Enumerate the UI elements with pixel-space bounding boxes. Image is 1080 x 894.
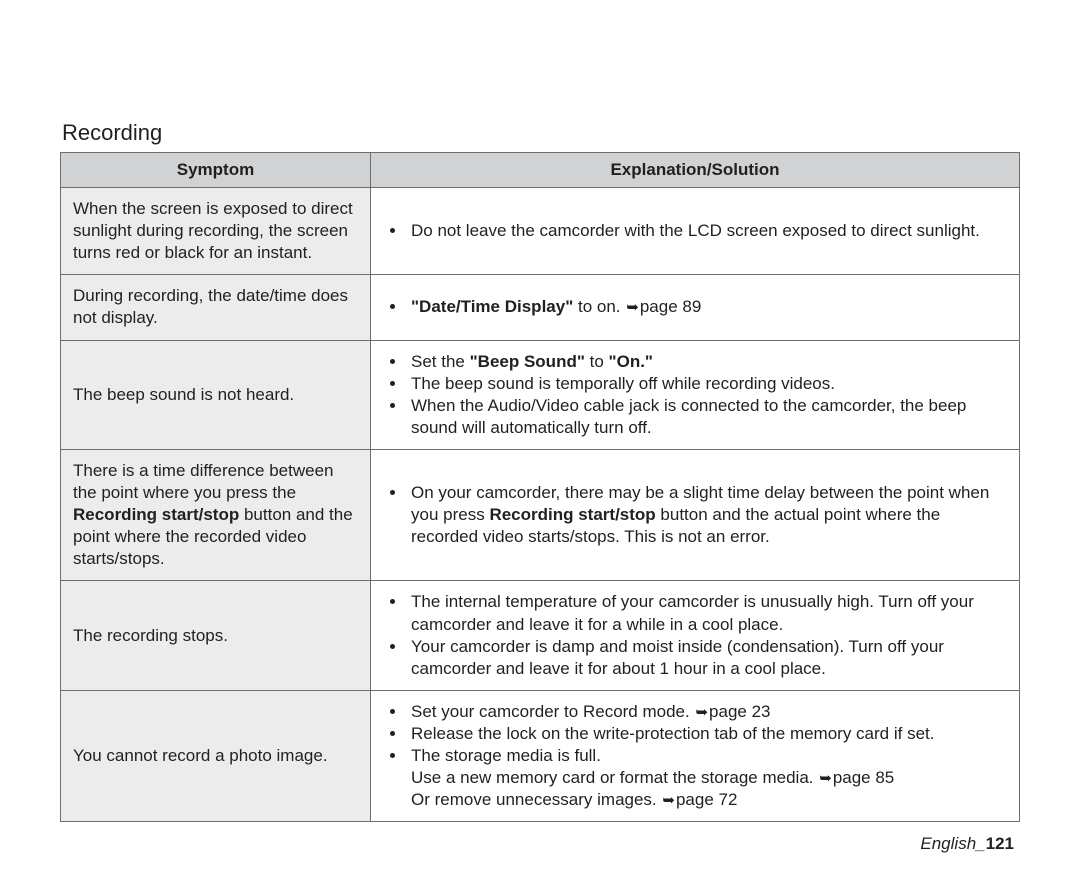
- table-row: You cannot record a photo image. Set your…: [61, 690, 1020, 821]
- solution-item: The storage media is full.Use a new memo…: [407, 745, 1005, 811]
- solution-item: On your camcorder, there may be a slight…: [407, 482, 1005, 548]
- solution-cell: The internal temperature of your camcord…: [371, 581, 1020, 690]
- symptom-cell: During recording, the date/time does not…: [61, 275, 371, 340]
- footer-lang: English: [920, 834, 976, 853]
- symptom-cell: The recording stops.: [61, 581, 371, 690]
- page-footer: English_121: [60, 822, 1020, 854]
- footer-page: 121: [986, 834, 1014, 853]
- solution-list: Set the "Beep Sound" to "On."The beep so…: [389, 351, 1005, 439]
- solution-cell: "Date/Time Display" to on. ➥page 89: [371, 275, 1020, 340]
- table-row: The beep sound is not heard.Set the "Bee…: [61, 340, 1020, 449]
- symptom-cell: You cannot record a photo image.: [61, 690, 371, 821]
- solution-item: Set your camcorder to Record mode. ➥page…: [407, 701, 1005, 723]
- solution-list: Set your camcorder to Record mode. ➥page…: [389, 701, 1005, 811]
- solution-item: Do not leave the camcorder with the LCD …: [407, 220, 1005, 242]
- table-body: When the screen is exposed to direct sun…: [61, 188, 1020, 822]
- solution-item: When the Audio/Video cable jack is conne…: [407, 395, 1005, 439]
- section-title: Recording: [62, 120, 1020, 146]
- table-row: When the screen is exposed to direct sun…: [61, 188, 1020, 275]
- solution-item: The beep sound is temporally off while r…: [407, 373, 1005, 395]
- solution-cell: Do not leave the camcorder with the LCD …: [371, 188, 1020, 275]
- table-row: There is a time difference between the p…: [61, 449, 1020, 580]
- symptom-cell: The beep sound is not heard.: [61, 340, 371, 449]
- troubleshooting-table: Symptom Explanation/Solution When the sc…: [60, 152, 1020, 822]
- solution-list: "Date/Time Display" to on. ➥page 89: [389, 296, 1005, 318]
- solution-cell: Set the "Beep Sound" to "On."The beep so…: [371, 340, 1020, 449]
- manual-page: Recording Symptom Explanation/Solution W…: [0, 0, 1080, 894]
- header-solution: Explanation/Solution: [371, 153, 1020, 188]
- solution-item: Release the lock on the write-protection…: [407, 723, 1005, 745]
- solution-item: The internal temperature of your camcord…: [407, 591, 1005, 635]
- table-row: The recording stops. The internal tempera…: [61, 581, 1020, 690]
- solution-list: The internal temperature of your camcord…: [389, 591, 1005, 679]
- table-row: During recording, the date/time does not…: [61, 275, 1020, 340]
- footer-sep: _: [976, 834, 985, 853]
- solution-item: Set the "Beep Sound" to "On.": [407, 351, 1005, 373]
- solution-list: On your camcorder, there may be a slight…: [389, 482, 1005, 548]
- symptom-cell: There is a time difference between the p…: [61, 449, 371, 580]
- solution-cell: On your camcorder, there may be a slight…: [371, 449, 1020, 580]
- header-symptom: Symptom: [61, 153, 371, 188]
- solution-item: Your camcorder is damp and moist inside …: [407, 636, 1005, 680]
- solution-list: Do not leave the camcorder with the LCD …: [389, 220, 1005, 242]
- symptom-cell: When the screen is exposed to direct sun…: [61, 188, 371, 275]
- solution-cell: Set your camcorder to Record mode. ➥page…: [371, 690, 1020, 821]
- solution-item: "Date/Time Display" to on. ➥page 89: [407, 296, 1005, 318]
